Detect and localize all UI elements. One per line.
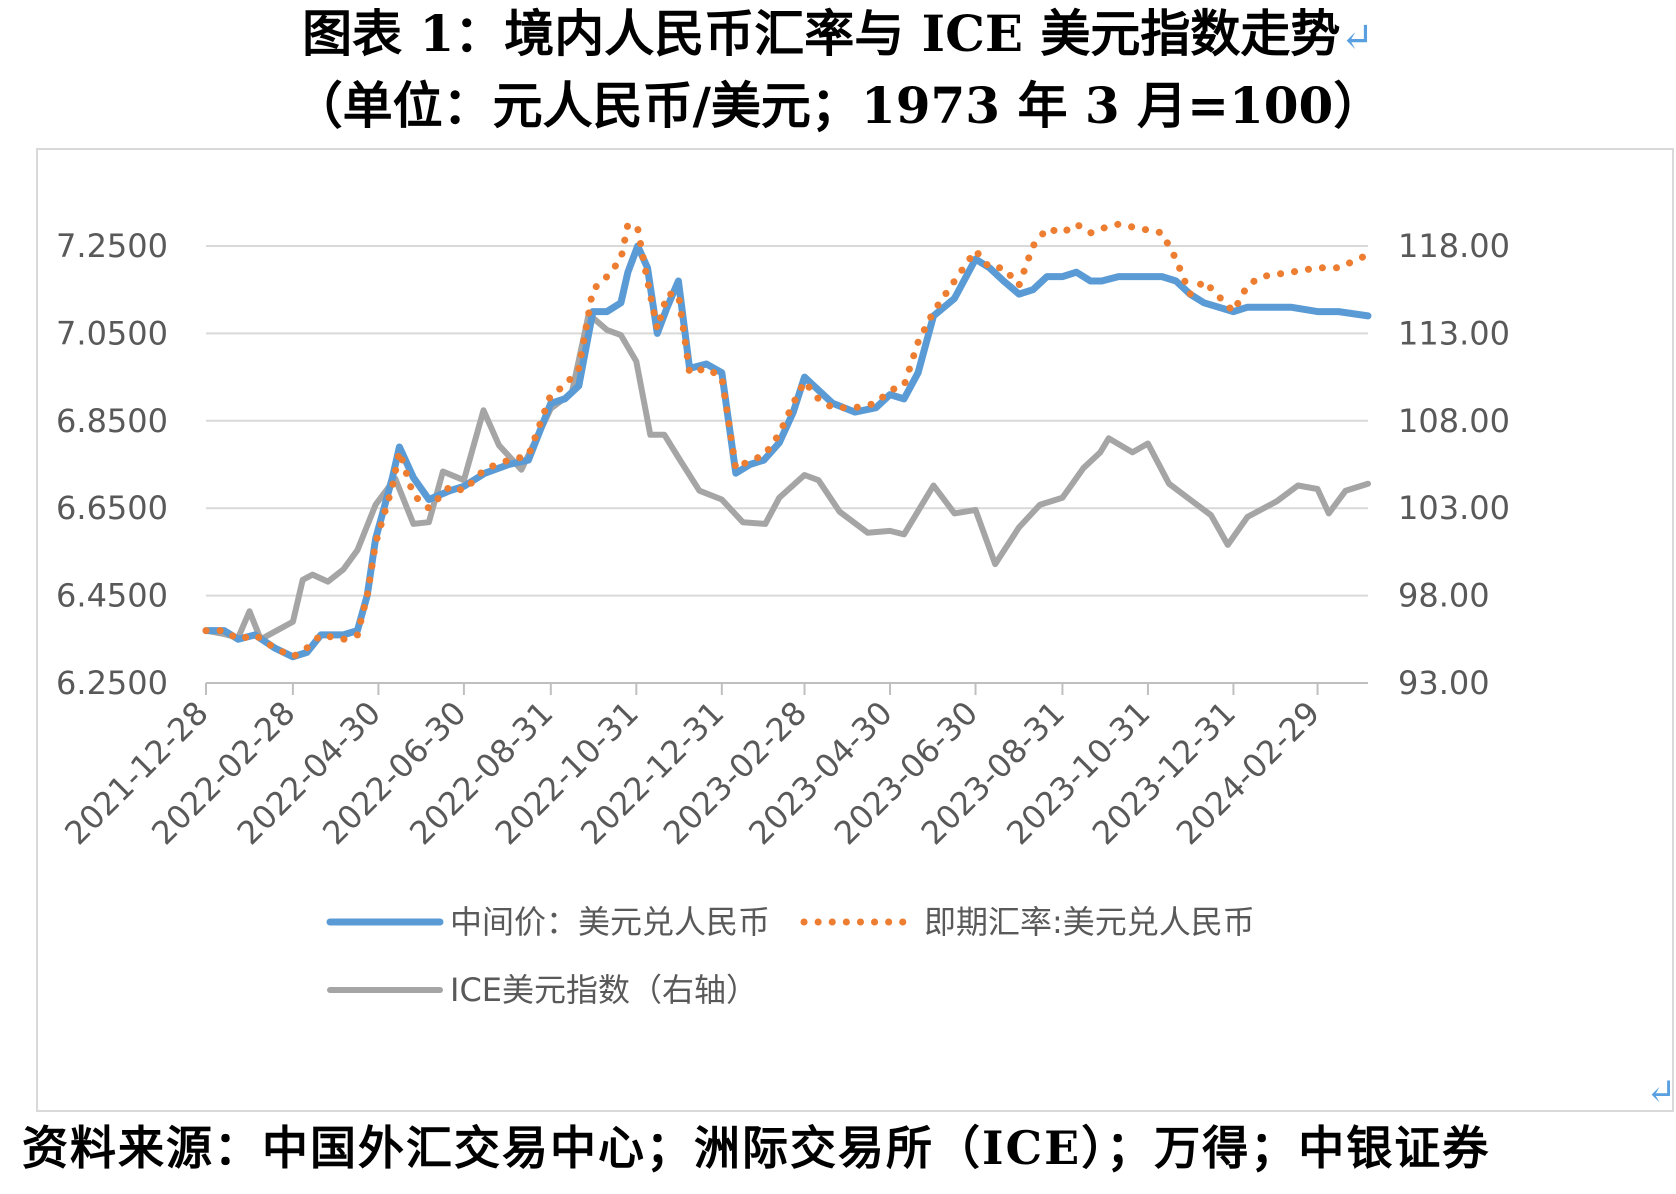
- y-right-tick-label: 93.00: [1398, 664, 1490, 702]
- chart-title: 图表 1：境内人民币汇率与 ICE 美元指数走势↵: [302, 4, 1374, 63]
- chart-subtitle: （单位：元人民币/美元；1973 年 3 月=100）: [292, 76, 1384, 135]
- chart-svg: 6.2500 6.4500 6.6500 6.8500 7.0500 7.2500 93.0…: [56, 220, 1510, 1009]
- legend-item-spot-rate-label: 即期汇率:美元兑人民币: [924, 903, 1255, 941]
- y-left-tick-label: 7.0500: [56, 314, 168, 352]
- y-left-tick-label: 6.6500: [56, 489, 168, 527]
- y-right-tick-label: 118.00: [1398, 227, 1510, 265]
- y-left-tick-label: 7.2500: [56, 227, 168, 265]
- y-right-tick-label: 98.00: [1398, 577, 1490, 615]
- y-right-tick-label: 103.00: [1398, 489, 1510, 527]
- y-left-tick-label: 6.2500: [56, 664, 168, 702]
- source-note: 资料来源：中国外汇交易中心；洲际交易所（ICE）；万得；中银证券: [22, 1121, 1491, 1175]
- return-mark-corner: ↵: [1646, 1072, 1676, 1113]
- chart-frame: 6.2500 6.4500 6.6500 6.8500 7.0500 7.2500 93.0…: [36, 148, 1674, 1112]
- y-right-tick-label: 113.00: [1398, 314, 1510, 352]
- series-line-ice-dollar-index: [203, 311, 1371, 643]
- y-left-tick-label: 6.8500: [56, 402, 168, 440]
- series-line-central-parity: [202, 242, 1372, 661]
- series-line-spot-rate: [202, 220, 1372, 661]
- return-mark: ↵: [1340, 15, 1374, 61]
- legend-item-central-parity-label: 中间价：美元兑人民币: [450, 903, 770, 941]
- y-left-tick-label: 6.4500: [56, 577, 168, 615]
- y-right-tick-label: 108.00: [1398, 402, 1510, 440]
- legend-item-ice-dollar-index-label: ICE美元指数（右轴）: [450, 971, 758, 1009]
